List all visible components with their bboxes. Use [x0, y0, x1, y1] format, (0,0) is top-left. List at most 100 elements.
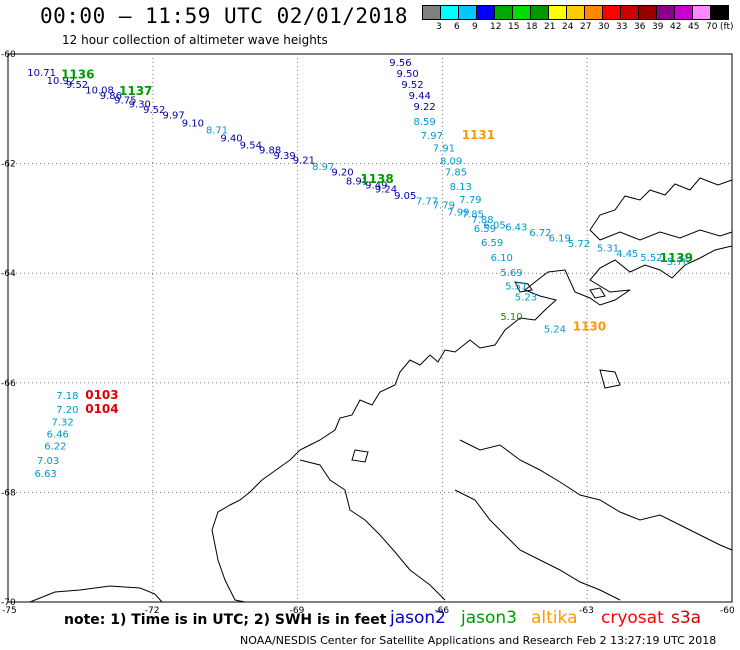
wave-height-value: 6.05: [483, 220, 505, 231]
wave-height-value: 5.23: [515, 293, 537, 304]
wave-height-value: 6.59: [474, 224, 496, 235]
legend-label: 18: [526, 22, 538, 32]
legend-label: 33: [616, 22, 628, 32]
island-2: [589, 287, 606, 299]
pass-label: 1136: [61, 68, 94, 82]
latitude-label: -64: [1, 269, 16, 279]
legend-label: 45: [688, 22, 700, 32]
wave-height-value: 6.46: [47, 430, 69, 441]
wave-height-value: 8.59: [413, 117, 435, 128]
wave-height-value: 5.31: [597, 243, 619, 254]
wave-height-value: 9.75: [114, 95, 136, 106]
wave-height-value: 7.79: [459, 195, 481, 206]
wave-height-value: 5.10: [500, 312, 522, 323]
wave-height-value: 5.24: [544, 324, 566, 335]
legend-label: 9: [472, 22, 478, 32]
axis-tick-labels: -60 -62 -64 -66 -68 -70-75 -72 -69 -66 -63 -60: [1, 50, 735, 616]
pass-label: 0103: [85, 388, 118, 402]
wave-height-value: 9.49: [365, 180, 387, 191]
longitude-label: -75: [2, 606, 17, 616]
wave-height-value: 5.72: [568, 239, 590, 250]
wave-height-value: 9.54: [240, 140, 262, 151]
wave-height-value: 9.39: [273, 151, 295, 162]
satellite-cryosat: cryosat: [601, 608, 664, 628]
wave-height-value: 5.52: [640, 253, 662, 264]
wave-height-value: 9.40: [220, 134, 242, 145]
wave-height-value: 6.43: [505, 222, 527, 233]
antarctic-coastline: [29, 177, 733, 603]
island-4: [351, 449, 369, 463]
latitude-label: -70: [1, 598, 16, 608]
wave-height-value: 9.52: [143, 105, 165, 116]
pass-label: 1138: [360, 172, 393, 186]
legend-label: 21: [544, 22, 556, 32]
peninsula-main: [211, 245, 733, 603]
peninsula-coast: [589, 177, 733, 241]
wave-height-value: 7.97: [421, 131, 443, 142]
wave-height-value: 5.76: [667, 257, 689, 268]
wave-height-value: 8.71: [206, 125, 228, 136]
legend-label: 36: [634, 22, 646, 32]
longitude-label: -66: [434, 606, 449, 616]
legend-label: 70: [706, 22, 718, 32]
longitude-label: -63: [579, 606, 594, 616]
legend-label: 12: [490, 22, 502, 32]
wave-height-value: 10.08: [85, 85, 114, 96]
wave-height-value: 9.52: [66, 80, 88, 91]
legend-swatch: [710, 5, 729, 20]
wave-height-value: 7.32: [51, 418, 73, 429]
wave-height-value: 9.56: [389, 58, 411, 69]
wave-height-value: 9.44: [409, 91, 431, 102]
wave-height-value: 7.03: [37, 456, 59, 467]
wave-height-value: 7.85: [462, 209, 484, 220]
pass-label: 1131: [462, 128, 495, 142]
color-legend: [422, 5, 729, 20]
latitude-label: -60: [1, 50, 16, 60]
wave-height-value: 7.88: [471, 215, 493, 226]
wave-height-value: 6.72: [529, 228, 551, 239]
wave-height-value: 10.71: [27, 68, 56, 79]
wave-height-value: 8.91: [346, 176, 368, 187]
wave-height-value: 8.13: [450, 182, 472, 193]
wave-height-value: 8.97: [312, 162, 334, 173]
satellite-s3a: s3a: [671, 608, 702, 628]
wave-height-value: 7.85: [445, 168, 467, 179]
pass-label: 1137: [119, 84, 152, 98]
wave-height-value: 9.86: [100, 91, 122, 102]
latitude-label: -68: [1, 488, 16, 498]
legend-label: 42: [670, 22, 682, 32]
wave-height-value: 4.45: [616, 249, 638, 260]
inner-coast: [454, 489, 621, 601]
satellite-altika: altika: [531, 608, 578, 628]
wave-height-value: 9.20: [331, 168, 353, 179]
bay-coast: [29, 585, 163, 603]
wave-height-value: 6.22: [44, 442, 66, 453]
latitude-label: -66: [1, 379, 16, 389]
map-graticule: [8, 54, 732, 602]
latitude-label: -62: [1, 160, 16, 170]
wave-height-value: 7.99: [447, 208, 469, 219]
satellite-jason3: jason3: [461, 608, 517, 628]
alexander-island: [299, 459, 446, 601]
pass-label: 1130: [573, 320, 606, 334]
pass-label: 0104: [85, 402, 118, 416]
wave-height-value: 9.05: [394, 191, 416, 202]
wave-height-value: 7.18: [56, 391, 78, 402]
legend-label: 27: [580, 22, 592, 32]
wave-height-value: 6.63: [35, 469, 57, 480]
legend-label: (ft): [720, 22, 734, 32]
wave-height-value: 9.50: [397, 69, 419, 80]
legend-label: 39: [652, 22, 664, 32]
pass-label: 1139: [660, 251, 693, 265]
wave-height-value: 6.19: [549, 233, 571, 244]
credit-line: NOAA/NESDIS Center for Satellite Applica…: [240, 634, 717, 647]
wave-height-value: 8.09: [440, 157, 462, 168]
wave-height-value: 9.10: [182, 118, 204, 129]
longitude-label: -69: [290, 606, 305, 616]
wave-height-value: 10.92: [47, 76, 76, 87]
wave-height-value: 7.79: [433, 201, 455, 212]
wave-height-value: 6.59: [481, 238, 503, 249]
wave-height-value: 9.24: [375, 185, 397, 196]
